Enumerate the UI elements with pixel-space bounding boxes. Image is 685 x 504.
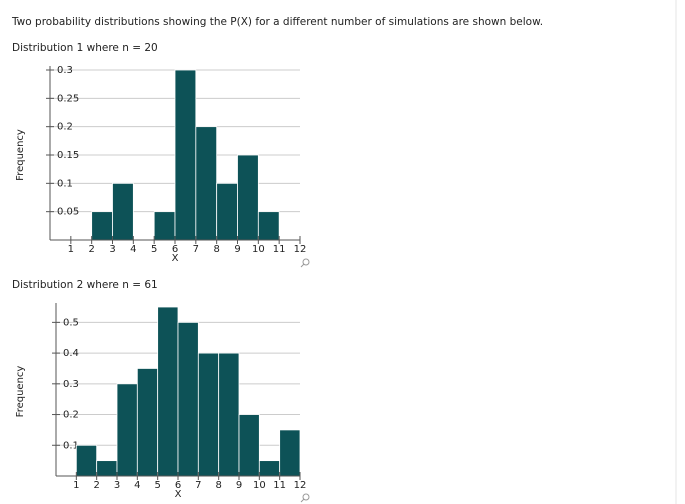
x-axis-label: X: [172, 253, 179, 264]
intro: Two probability distributions showing th…: [11, 16, 543, 28]
x-tick-label: 10: [252, 244, 265, 255]
x-tick-label: 5: [154, 480, 160, 491]
bar: [257, 211, 280, 241]
y-axis-label: Frequency: [15, 366, 26, 418]
bar: [218, 352, 240, 477]
y-tick-label: 0.05: [57, 207, 79, 218]
chart-title: Distribution 2 where n = 61: [12, 279, 158, 291]
x-tick-label: 11: [273, 244, 286, 255]
bar: [195, 126, 218, 241]
x-tick-label: 8: [215, 480, 221, 491]
x-tick-label: 9: [236, 480, 242, 491]
bar: [237, 154, 259, 241]
x-tick-label: 1: [68, 244, 74, 255]
x-tick-label: 7: [193, 244, 199, 255]
bar: [96, 460, 118, 477]
bar: [238, 414, 260, 477]
x-tick-label: 4: [134, 480, 140, 491]
bar: [279, 429, 301, 477]
bar: [136, 368, 159, 477]
bar: [258, 460, 281, 477]
y-tick-label: 0.3: [63, 379, 79, 390]
y-tick-label: 0.2: [57, 122, 73, 133]
x-tick-label: 5: [151, 244, 157, 255]
y-tick-label: 0.1: [63, 440, 79, 451]
x-tick-label: 3: [109, 244, 115, 255]
y-tick-label: 0.1: [57, 178, 73, 189]
y-tick-label: 0.15: [57, 150, 79, 161]
x-tick-label: 8: [213, 244, 219, 255]
x-tick-label: 7: [195, 480, 201, 491]
x-tick-label: 3: [114, 480, 120, 491]
x-tick-label: 12: [294, 244, 307, 255]
x-tick-label: 6: [172, 244, 178, 255]
bar: [177, 321, 199, 477]
bar: [197, 352, 220, 477]
y-tick-label: 0.2: [63, 410, 79, 421]
x-tick-label: 6: [175, 480, 181, 491]
bar: [75, 444, 98, 477]
bar: [116, 383, 138, 477]
x-tick-label: 4: [130, 244, 136, 255]
zoom-icon[interactable]: [300, 493, 310, 503]
y-axis-label: Frequency: [15, 129, 26, 181]
x-tick-label: 1: [73, 480, 79, 491]
x-tick-label: 9: [234, 244, 240, 255]
x-tick-label: 2: [93, 480, 99, 491]
y-tick-label: 0.3: [57, 65, 73, 76]
y-tick-label: 0.5: [63, 317, 79, 328]
bar: [216, 182, 238, 241]
x-tick-label: 11: [273, 480, 286, 491]
x-tick-label: 12: [294, 480, 307, 491]
bar: [153, 211, 176, 241]
bar: [112, 182, 134, 241]
y-tick-label: 0.4: [63, 348, 79, 359]
chart-title: Distribution 1 where n = 20: [12, 42, 158, 54]
zoom-icon[interactable]: [300, 258, 310, 268]
x-tick-label: 10: [253, 480, 266, 491]
x-axis-label: X: [175, 489, 182, 500]
y-tick-label: 0.25: [57, 93, 79, 104]
x-tick-label: 2: [88, 244, 94, 255]
bar: [91, 211, 113, 241]
bar: [157, 306, 179, 477]
bar: [174, 69, 197, 241]
